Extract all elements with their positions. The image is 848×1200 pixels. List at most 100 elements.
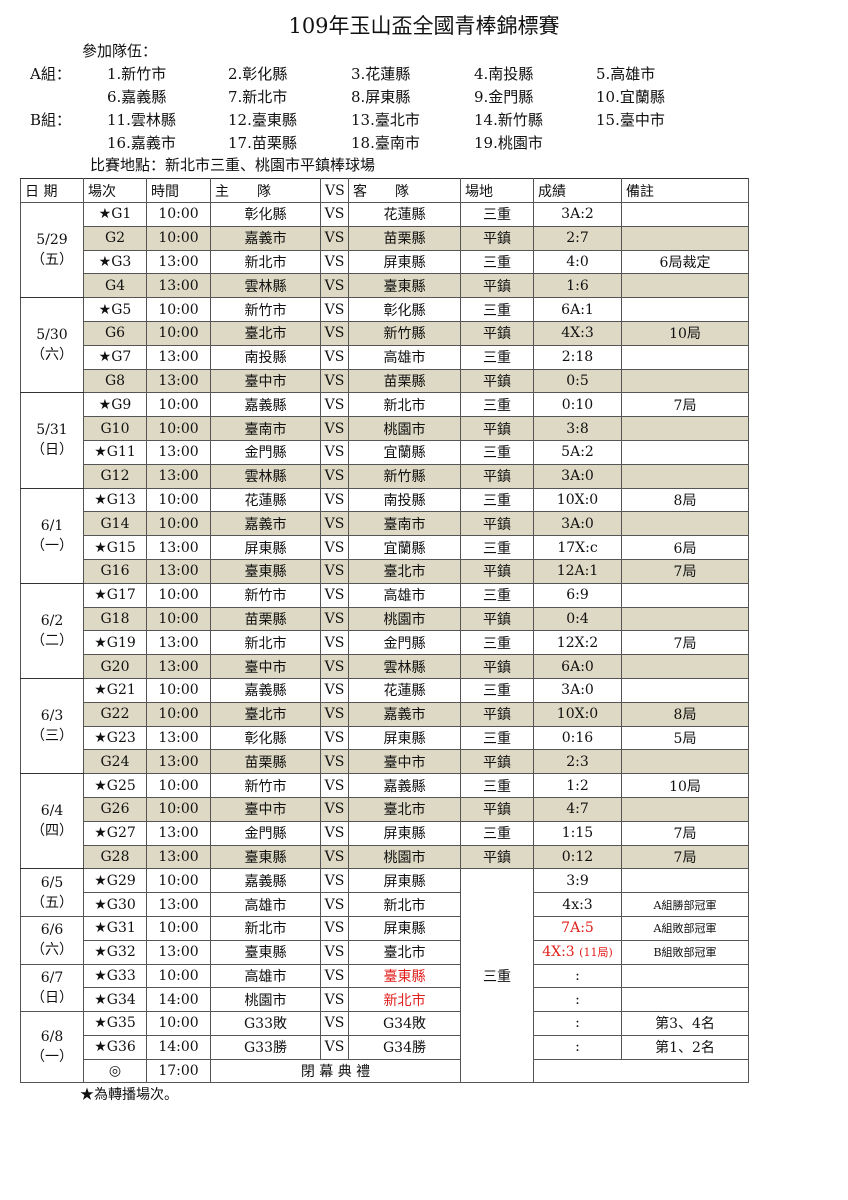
score-cell: 3:8	[533, 416, 622, 441]
score: 3A:0	[561, 682, 594, 699]
game-time: 10:00	[146, 225, 211, 251]
score: 6A:1	[561, 301, 594, 318]
score-cell: 5A:2	[533, 439, 622, 465]
vs-label: VS	[320, 773, 349, 798]
score-cell: 0:12	[533, 844, 622, 870]
game-venue: 平鎮	[460, 368, 534, 394]
game-time: 10:00	[146, 677, 211, 703]
score: 1:6	[566, 277, 589, 294]
home-team: 南投縣	[210, 344, 321, 370]
game-id: ★G15	[83, 535, 147, 560]
game-note	[621, 368, 749, 394]
vs-label: VS	[320, 939, 349, 965]
vs-label: VS	[320, 725, 349, 751]
game-id: ★G23	[83, 725, 147, 751]
weekday: （日）	[31, 989, 73, 1006]
away-team: 嘉義市	[348, 701, 461, 727]
score-cell: 0:10	[533, 392, 622, 418]
score: 2:18	[561, 349, 594, 366]
team-entry: 6.嘉義縣	[107, 88, 167, 106]
game-venue: 平鎮	[460, 416, 534, 441]
header-row: 日 期場次 時間主 隊 VS 客 隊場地 成績 備註	[20, 178, 749, 203]
away-team: 苗栗縣	[348, 225, 461, 251]
game-venue: 三重	[460, 439, 534, 465]
game-note	[621, 868, 749, 894]
game-id: ★G3	[83, 249, 147, 275]
home-team: 雲林縣	[210, 273, 321, 299]
game-time: 10:00	[146, 392, 211, 418]
vs-label: VS	[320, 606, 349, 632]
table-row: G24 13:00 苗栗縣 VS 臺中市 平鎮 2:3	[21, 749, 749, 775]
table-row: 6/6 （六） ★G31 10:00 新北市 VS 屏東縣 7A:5 A組敗部冠軍	[20, 915, 749, 965]
game-venue: 平鎮	[460, 225, 534, 251]
home-team: 新北市	[210, 630, 321, 656]
date-cell: 6/6 （六）	[20, 915, 84, 965]
game-id: ★G5	[83, 297, 147, 322]
team-entry: 18.臺南市	[351, 134, 420, 152]
away-team: 屏東縣	[348, 820, 461, 846]
away-team: 臺北市	[348, 939, 461, 965]
table-row: 5/31 （日） ★G9 10:00 嘉義縣 VS 新北市 三重 0:10 7局	[20, 392, 749, 489]
team-entry: 4.南投縣	[474, 65, 534, 83]
away-team: 新竹縣	[348, 463, 461, 489]
date: 6/2	[40, 612, 64, 629]
away-team: 臺東縣	[348, 963, 461, 989]
date: 6/4	[40, 803, 64, 820]
game-id: G12	[83, 463, 147, 489]
game-note: 7局	[621, 630, 749, 656]
score-cell: 4:0	[533, 249, 622, 275]
table-row: ★G30 13:00 高雄市 VS 新北市 4x:3 A組勝部冠軍	[21, 892, 749, 917]
footnote: ★為轉播場次。	[80, 1087, 178, 1103]
table-row: G18 10:00 苗栗縣 VS 桃園市 平鎮 0:4	[21, 606, 749, 632]
weekday: （五）	[31, 894, 73, 911]
column-header: 日 期	[20, 178, 84, 203]
ceremony-time: 17:00	[146, 1058, 211, 1084]
game-id: G8	[83, 368, 147, 394]
score-cell: 2:3	[533, 749, 622, 775]
date: 6/6	[40, 922, 64, 939]
home-team: 彰化縣	[210, 725, 321, 751]
game-time: 10:00	[146, 915, 211, 941]
score: 12A:1	[556, 563, 599, 580]
home-team: 苗栗縣	[210, 606, 321, 632]
home-team: 高雄市	[210, 963, 321, 989]
schedule-table: 日 期場次 時間主 隊 VS 客 隊場地 成績 備註 5/29 （五） ★G1 10:00 彰化縣 V…	[20, 178, 749, 1084]
game-time: 13:00	[146, 273, 211, 299]
game-venue: 平鎮	[460, 463, 534, 489]
away-team: 臺東縣	[348, 273, 461, 299]
home-team: 臺南市	[210, 416, 321, 441]
away-team: 臺南市	[348, 511, 461, 537]
home-team: 嘉義縣	[210, 868, 321, 894]
game-note	[621, 654, 749, 679]
column-header: 客 隊	[348, 178, 461, 203]
score: 7A:5	[561, 920, 594, 937]
game-note	[621, 582, 749, 608]
away-team: 宜蘭縣	[348, 535, 461, 560]
date-cell: 6/8 （一）	[20, 1011, 84, 1084]
team-entry: 10.宜蘭縣	[596, 88, 665, 106]
table-row: G8 13:00 臺中市 VS 苗栗縣 平鎮 0:5	[21, 368, 749, 394]
away-team: 臺中市	[348, 749, 461, 775]
weekday: （五）	[31, 252, 73, 269]
date: 6/1	[40, 517, 64, 534]
team-entry: 19.桃園市	[474, 134, 543, 152]
home-team: 新竹市	[210, 582, 321, 608]
game-note: 8局	[621, 487, 749, 513]
game-note	[621, 273, 749, 299]
score: 4X:3	[561, 325, 594, 342]
game-venue: 三重	[460, 582, 534, 608]
date: 5/31	[36, 422, 68, 439]
weekday: （六）	[31, 942, 73, 959]
away-team: 屏東縣	[348, 868, 461, 894]
game-venue: 三重	[460, 677, 534, 703]
game-note: 7局	[621, 820, 749, 846]
game-venue: 平鎮	[460, 606, 534, 632]
score: 6:9	[566, 587, 589, 604]
table-row: 6/2 （二） ★G17 10:00 新竹市 VS 高雄市 三重 6:9	[20, 582, 749, 679]
score: 2:3	[566, 753, 589, 770]
game-time: 13:00	[146, 749, 211, 775]
vs-label: VS	[320, 416, 349, 441]
game-note: 7局	[621, 558, 749, 584]
score-cell: 6:9	[533, 582, 622, 608]
game-venue: 平鎮	[460, 273, 534, 299]
